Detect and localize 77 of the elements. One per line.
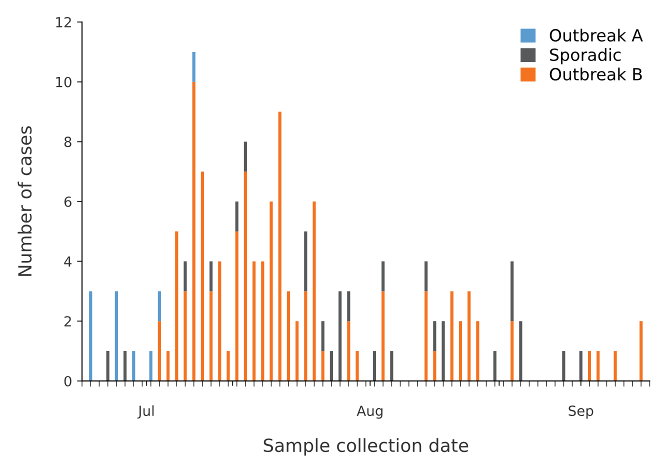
bar (433, 351, 436, 381)
bar (424, 291, 428, 381)
y-tick-label: 6 (64, 196, 72, 207)
bar (166, 351, 170, 381)
bar (476, 321, 480, 381)
y-tick-label: 4 (64, 256, 72, 267)
bar (296, 321, 299, 381)
bar (209, 261, 213, 292)
x-tick-label: Aug (356, 406, 382, 419)
legend-label: Outbreak A (550, 28, 643, 42)
y-axis-title: Number of cases (18, 126, 32, 276)
bar (89, 291, 92, 381)
y-tick-label: 8 (64, 136, 72, 148)
y-tick-label: 10 (56, 76, 72, 88)
bar (286, 291, 290, 381)
bar (114, 291, 118, 381)
y-tick-label: 0 (64, 376, 72, 386)
bar (192, 82, 196, 381)
bar (123, 351, 127, 381)
bar (321, 351, 324, 381)
bar (614, 351, 617, 381)
bar (468, 291, 471, 381)
legend-label: Sporadic (550, 48, 621, 64)
bar (175, 231, 178, 381)
bar (200, 172, 204, 381)
bar (588, 351, 592, 381)
bar (382, 261, 385, 292)
x-axis-title: Sample collection date (264, 438, 468, 456)
x-tick-label: Sep (568, 406, 594, 419)
bar (132, 351, 136, 381)
bar (270, 202, 273, 381)
bar (372, 351, 376, 381)
bar (244, 142, 247, 172)
y-tick-label: 2 (64, 316, 71, 326)
bar (235, 202, 238, 232)
y-tick-label: 12 (56, 17, 71, 28)
bar (493, 351, 496, 381)
bar (235, 231, 238, 381)
bar (390, 351, 394, 381)
bar (149, 351, 152, 381)
bar (252, 261, 256, 381)
bar (579, 351, 582, 381)
bar (424, 261, 428, 292)
bar (356, 351, 359, 381)
bar (184, 261, 187, 292)
bar (519, 321, 522, 381)
bar (347, 291, 350, 322)
bar (433, 321, 436, 352)
bar (562, 351, 566, 381)
bar (261, 261, 264, 381)
bar (244, 172, 247, 381)
bar (510, 321, 514, 381)
bar (158, 291, 161, 322)
bar (226, 351, 230, 381)
bar (442, 321, 445, 381)
x-tick-label: Jul (137, 405, 154, 419)
bar (158, 321, 161, 381)
bar (640, 321, 643, 381)
bar (510, 261, 514, 322)
legend-label: Outbreak B (550, 68, 642, 81)
bar (278, 112, 282, 381)
bar (458, 321, 462, 381)
bar (184, 291, 187, 381)
bar (347, 321, 350, 381)
bar (304, 291, 308, 381)
bar (304, 231, 308, 292)
bar (192, 52, 196, 82)
bar (209, 291, 213, 381)
bar (312, 202, 316, 381)
bar (596, 351, 600, 381)
bar (321, 321, 324, 352)
bar (218, 261, 222, 381)
bar (450, 291, 454, 381)
bar (106, 351, 110, 381)
bar (382, 291, 385, 381)
bar (330, 351, 334, 381)
bar (338, 291, 342, 381)
